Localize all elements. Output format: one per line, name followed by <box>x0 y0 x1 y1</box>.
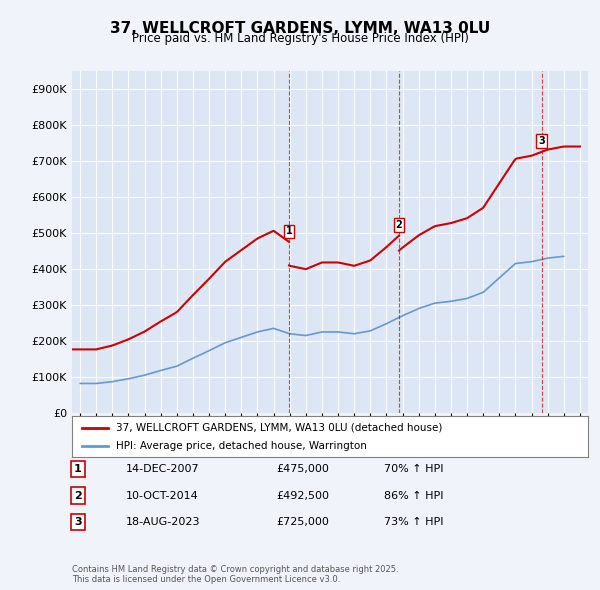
Text: Price paid vs. HM Land Registry's House Price Index (HPI): Price paid vs. HM Land Registry's House … <box>131 32 469 45</box>
Text: 86% ↑ HPI: 86% ↑ HPI <box>384 491 443 500</box>
Text: 73% ↑ HPI: 73% ↑ HPI <box>384 517 443 527</box>
Text: 37, WELLCROFT GARDENS, LYMM, WA13 0LU: 37, WELLCROFT GARDENS, LYMM, WA13 0LU <box>110 21 490 35</box>
Text: 10-OCT-2014: 10-OCT-2014 <box>126 491 199 500</box>
Text: 37, WELLCROFT GARDENS, LYMM, WA13 0LU (detached house): 37, WELLCROFT GARDENS, LYMM, WA13 0LU (d… <box>116 422 442 432</box>
Text: 70% ↑ HPI: 70% ↑ HPI <box>384 464 443 474</box>
Text: £492,500: £492,500 <box>276 491 329 500</box>
Text: 3: 3 <box>538 136 545 146</box>
Text: £475,000: £475,000 <box>276 464 329 474</box>
Text: Contains HM Land Registry data © Crown copyright and database right 2025.
This d: Contains HM Land Registry data © Crown c… <box>72 565 398 584</box>
Text: 18-AUG-2023: 18-AUG-2023 <box>126 517 200 527</box>
Text: 1: 1 <box>286 227 292 237</box>
Text: 14-DEC-2007: 14-DEC-2007 <box>126 464 200 474</box>
Text: 2: 2 <box>74 491 82 500</box>
Text: £725,000: £725,000 <box>276 517 329 527</box>
Text: HPI: Average price, detached house, Warrington: HPI: Average price, detached house, Warr… <box>116 441 367 451</box>
Text: 2: 2 <box>395 220 403 230</box>
Text: 3: 3 <box>74 517 82 527</box>
Text: 1: 1 <box>74 464 82 474</box>
